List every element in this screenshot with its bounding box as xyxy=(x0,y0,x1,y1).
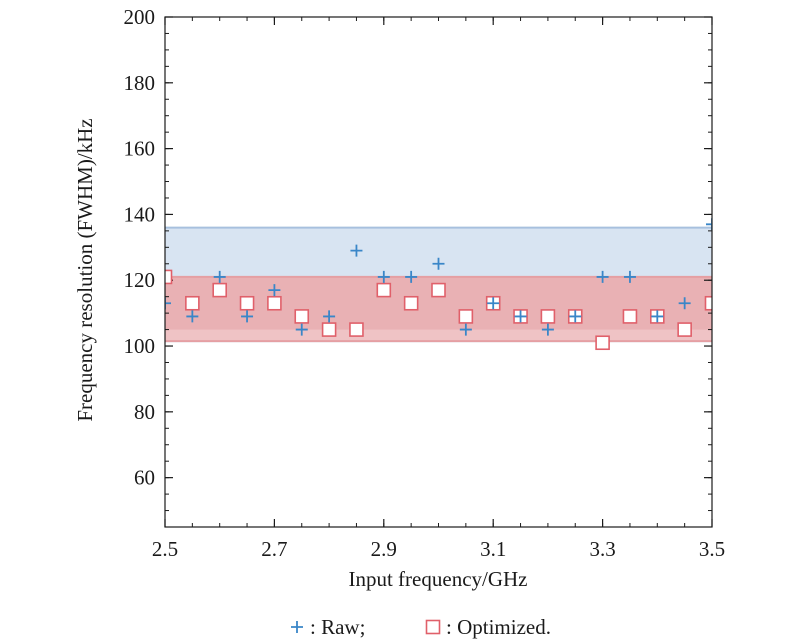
raw-point xyxy=(405,270,418,283)
optimized-point xyxy=(677,322,692,337)
legend-raw-marker xyxy=(291,621,303,633)
raw-point xyxy=(213,270,226,283)
x-tick-label: 3.1 xyxy=(480,537,506,561)
raw-point xyxy=(623,270,636,283)
optimized-point xyxy=(403,295,419,311)
legend: : Raw; : Optimized. xyxy=(291,615,551,639)
legend-optimized-square xyxy=(425,619,441,635)
y-tick-label: 160 xyxy=(124,137,156,161)
optimized-point xyxy=(431,282,446,298)
legend-optimized-marker xyxy=(425,619,441,635)
legend-item-raw: : Raw; xyxy=(291,615,365,639)
raw-point xyxy=(186,310,199,323)
optimized-point xyxy=(165,269,173,285)
legend-item-optimized: : Optimized. xyxy=(425,615,551,639)
optimized-point xyxy=(704,295,712,311)
optimized-point xyxy=(376,282,392,298)
x-tick-labels: 2.5 2.7 2.9 3.1 3.3 3.5 xyxy=(152,537,725,561)
raw-point xyxy=(514,310,527,323)
raw-point xyxy=(295,323,308,336)
raw-point xyxy=(678,297,691,310)
raw-point xyxy=(323,310,336,323)
y-tick-label: 120 xyxy=(124,268,156,292)
optimized-point xyxy=(595,335,610,351)
x-axis-label: Input frequency/GHz xyxy=(348,567,527,591)
y-tick-label: 60 xyxy=(134,466,155,490)
raw-point xyxy=(487,297,500,310)
y-tick-label: 200 xyxy=(124,5,156,29)
y-tick-label: 140 xyxy=(124,202,156,226)
raw-point xyxy=(377,270,390,283)
legend-optimized-label: : Optimized. xyxy=(446,615,551,639)
x-tick-label: 3.5 xyxy=(699,537,725,561)
y-tick-label: 180 xyxy=(124,71,156,95)
x-tick-label: 2.7 xyxy=(261,537,287,561)
raw-point xyxy=(350,244,363,257)
raw-point xyxy=(459,323,472,336)
optimized-point xyxy=(349,322,364,337)
legend-raw-plus xyxy=(291,621,303,633)
raw-point xyxy=(651,310,664,323)
y-tick-labels: 60 80 100 120 140 160 180 200 xyxy=(124,5,156,490)
raw-point xyxy=(268,284,281,297)
legend-raw-label: : Raw; xyxy=(310,615,365,639)
plot-frame xyxy=(164,16,713,528)
optimized-point xyxy=(321,322,337,337)
raw-point xyxy=(241,310,254,323)
optimized-point xyxy=(540,309,556,324)
x-tick-label: 3.3 xyxy=(589,537,615,561)
raw-point xyxy=(596,270,609,283)
y-axis-label: Frequency resolution (FWHM)/kHz xyxy=(73,118,97,421)
confidence-bands xyxy=(165,226,712,343)
x-tick-label: 2.9 xyxy=(371,537,397,561)
optimized-point xyxy=(294,309,310,324)
raw-point xyxy=(569,310,582,323)
optimized-point xyxy=(267,295,282,311)
optimized-point xyxy=(212,282,227,298)
data-points xyxy=(165,218,712,351)
raw-point xyxy=(432,257,445,270)
optimized-point xyxy=(458,309,474,324)
x-tick-label: 2.5 xyxy=(152,537,178,561)
optimized-point xyxy=(239,295,255,311)
raw-point xyxy=(165,297,171,310)
y-tick-label: 80 xyxy=(134,400,155,424)
optimized-point xyxy=(622,309,638,324)
optimized-point xyxy=(185,295,200,311)
raw-point xyxy=(706,218,712,231)
y-tick-label: 100 xyxy=(124,334,156,358)
raw-point xyxy=(541,323,554,336)
